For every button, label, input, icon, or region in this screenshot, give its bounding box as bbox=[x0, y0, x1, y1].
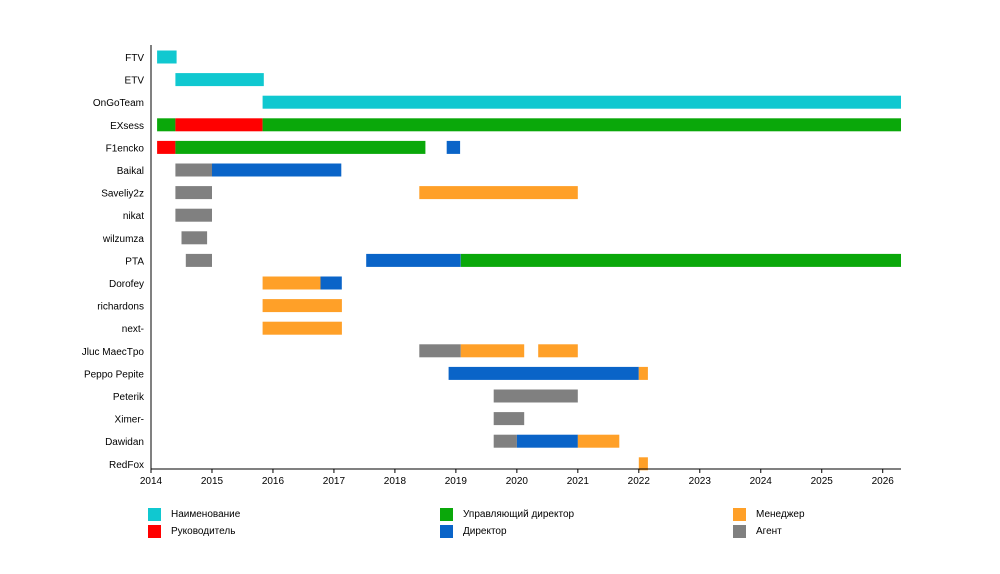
bar-dir bbox=[516, 434, 578, 448]
row-label: Peppo Pepite bbox=[84, 369, 144, 380]
x-tick-label: 2022 bbox=[628, 476, 651, 487]
bar-dir bbox=[366, 253, 461, 267]
x-tick-label: 2024 bbox=[750, 476, 773, 487]
x-tick-label: 2026 bbox=[872, 476, 895, 487]
bar-name bbox=[175, 73, 264, 87]
bar-dir bbox=[320, 276, 342, 290]
bar-md bbox=[262, 118, 902, 132]
bar-agent bbox=[175, 163, 212, 177]
bar-agent bbox=[181, 231, 208, 245]
bar-name bbox=[262, 95, 902, 109]
x-tick-label: 2020 bbox=[506, 476, 529, 487]
row-label: next- bbox=[122, 324, 144, 335]
bar-agent bbox=[185, 253, 212, 267]
row-label: RedFox bbox=[109, 460, 144, 471]
x-tick-label: 2014 bbox=[140, 476, 163, 487]
bar-agent bbox=[493, 434, 517, 448]
axes bbox=[150, 45, 901, 470]
row-label: OnGoTeam bbox=[93, 98, 144, 109]
bar-head bbox=[175, 118, 263, 132]
x-tick-label: 2025 bbox=[811, 476, 834, 487]
row-labels: FTV ETV OnGoTeam EXsess F1encko Baikal Saveliy… bbox=[82, 53, 145, 471]
bar-mgr bbox=[638, 457, 648, 471]
bar-mgr bbox=[419, 186, 578, 200]
bar-md bbox=[460, 253, 901, 267]
bar-mgr bbox=[262, 299, 342, 313]
row-label: wilzumza bbox=[102, 234, 145, 245]
bar-mgr bbox=[262, 321, 342, 335]
row-label: EXsess bbox=[110, 121, 144, 132]
bar-dir bbox=[448, 366, 639, 380]
bars bbox=[157, 50, 902, 471]
x-tick-label: 2018 bbox=[384, 476, 407, 487]
row-label: richardons bbox=[97, 302, 144, 313]
bar-head bbox=[157, 140, 176, 154]
row-label: Ximer- bbox=[115, 415, 144, 426]
row-label: F1encko bbox=[106, 143, 145, 154]
row-label: PTA bbox=[125, 256, 144, 267]
bar-mgr bbox=[460, 344, 525, 358]
x-tick-label: 2021 bbox=[567, 476, 590, 487]
x-ticks: 2014 2015 2016 2017 2018 2019 2020 2021 2022 2023… bbox=[140, 469, 894, 487]
bar-agent bbox=[175, 208, 212, 222]
bar-mgr bbox=[638, 366, 648, 380]
bar-agent bbox=[175, 186, 212, 200]
bar-dir bbox=[446, 140, 461, 154]
bar-name bbox=[157, 50, 177, 64]
x-tick-label: 2015 bbox=[201, 476, 224, 487]
row-label: ETV bbox=[125, 76, 145, 87]
row-label: nikat bbox=[123, 211, 144, 222]
row-label: Dawidan bbox=[105, 437, 144, 448]
row-label: Dorofey bbox=[109, 279, 144, 290]
row-label: Jluc MaecTpo bbox=[82, 347, 145, 358]
bar-agent bbox=[493, 412, 525, 426]
bar-agent bbox=[493, 389, 578, 403]
bar-mgr bbox=[577, 434, 620, 448]
bar-mgr bbox=[262, 276, 321, 290]
x-tick-label: 2019 bbox=[445, 476, 468, 487]
row-label: FTV bbox=[125, 53, 144, 64]
x-tick-label: 2017 bbox=[323, 476, 346, 487]
row-label: Saveliy2z bbox=[101, 189, 144, 200]
row-label: Baikal bbox=[117, 166, 144, 177]
bar-mgr bbox=[538, 344, 578, 358]
bar-md bbox=[175, 140, 426, 154]
bar-md bbox=[157, 118, 176, 132]
x-tick-label: 2016 bbox=[262, 476, 285, 487]
row-label: Peterik bbox=[113, 392, 145, 403]
bar-dir bbox=[212, 163, 342, 177]
x-tick-label: 2023 bbox=[689, 476, 712, 487]
bar-agent bbox=[419, 344, 461, 358]
